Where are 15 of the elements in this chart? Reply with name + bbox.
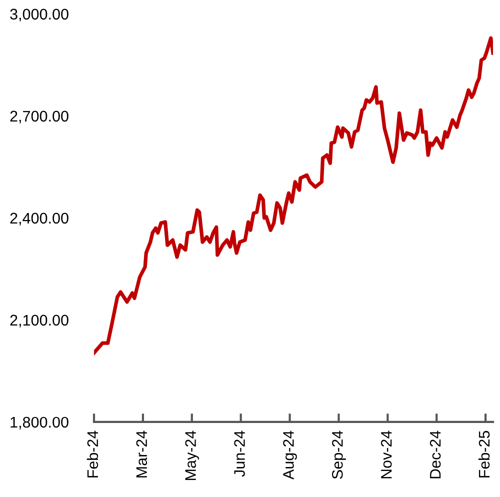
y-tick-label: 1,800.00 [10, 416, 68, 430]
x-tick-label: Feb-25 [478, 430, 490, 478]
x-tick-label: Feb-24 [86, 430, 98, 478]
x-tick-label: Jun-24 [234, 430, 245, 477]
x-tick-label: Nov-24 [380, 430, 392, 478]
y-tick-label: 3,000.00 [10, 8, 68, 22]
y-tick-label: 2,400.00 [10, 212, 68, 226]
y-tick-label: 2,700.00 [10, 110, 68, 124]
x-tick-label: Aug-24 [283, 430, 297, 480]
x-tick-label: Dec-24 [430, 430, 441, 478]
line-series [94, 36, 493, 355]
y-tick-label: 2,100.00 [10, 314, 68, 328]
x-tick-label: Mar-24 [136, 430, 148, 478]
x-tick-label: May-24 [185, 430, 200, 480]
x-tick-label: Sep-24 [332, 430, 346, 479]
